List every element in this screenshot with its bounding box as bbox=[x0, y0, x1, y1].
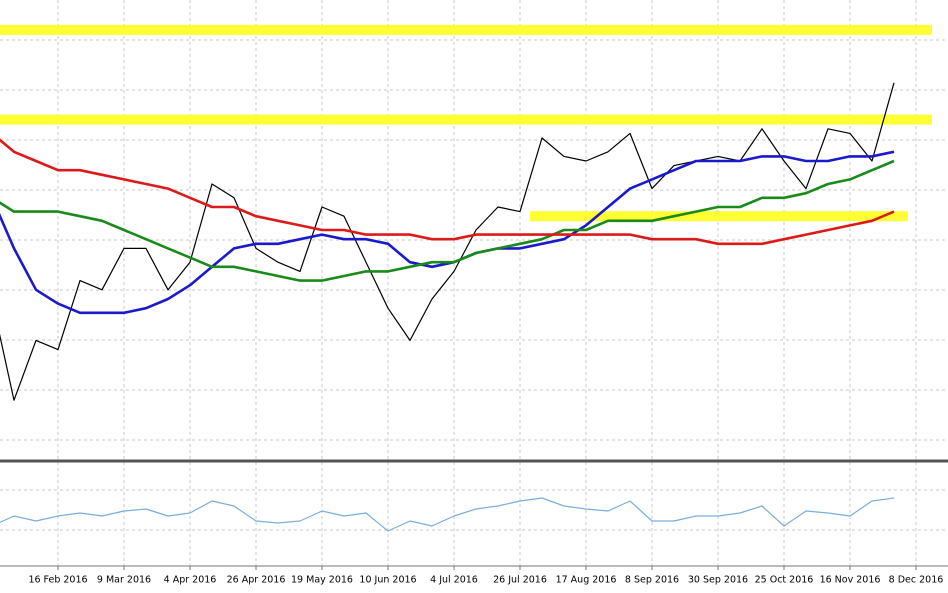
x-tick-label: 8 Sep 2016 bbox=[625, 575, 679, 586]
x-tick-label: 25 Oct 2016 bbox=[755, 575, 814, 586]
x-tick-label: 9 Mar 2016 bbox=[97, 575, 151, 586]
series-line bbox=[0, 150, 895, 315]
x-tick-label: 26 Jul 2016 bbox=[493, 575, 547, 586]
x-tick-label: 30 Sep 2016 bbox=[688, 575, 748, 586]
x-tick-label: 19 May 2016 bbox=[291, 575, 353, 586]
grid bbox=[0, 0, 948, 566]
x-tick-label: 17 Aug 2016 bbox=[556, 575, 617, 586]
series-line bbox=[0, 138, 895, 246]
x-tick-label: 16 Nov 2016 bbox=[820, 575, 881, 586]
series-line bbox=[0, 497, 895, 532]
level-band bbox=[0, 114, 932, 125]
x-tick-label: 4 Jul 2016 bbox=[430, 575, 478, 586]
series-line bbox=[0, 159, 895, 282]
level-band bbox=[530, 211, 908, 222]
x-tick-label: 26 Apr 2016 bbox=[227, 575, 286, 586]
plot bbox=[0, 24, 932, 532]
level-band bbox=[0, 24, 932, 35]
series-line bbox=[0, 82, 895, 401]
x-tick-label: 4 Apr 2016 bbox=[164, 575, 217, 586]
x-tick-label: 16 Feb 2016 bbox=[28, 575, 87, 586]
x-tick-label: 8 Dec 2016 bbox=[889, 575, 944, 586]
x-tick-label: 10 Jun 2016 bbox=[359, 575, 416, 586]
